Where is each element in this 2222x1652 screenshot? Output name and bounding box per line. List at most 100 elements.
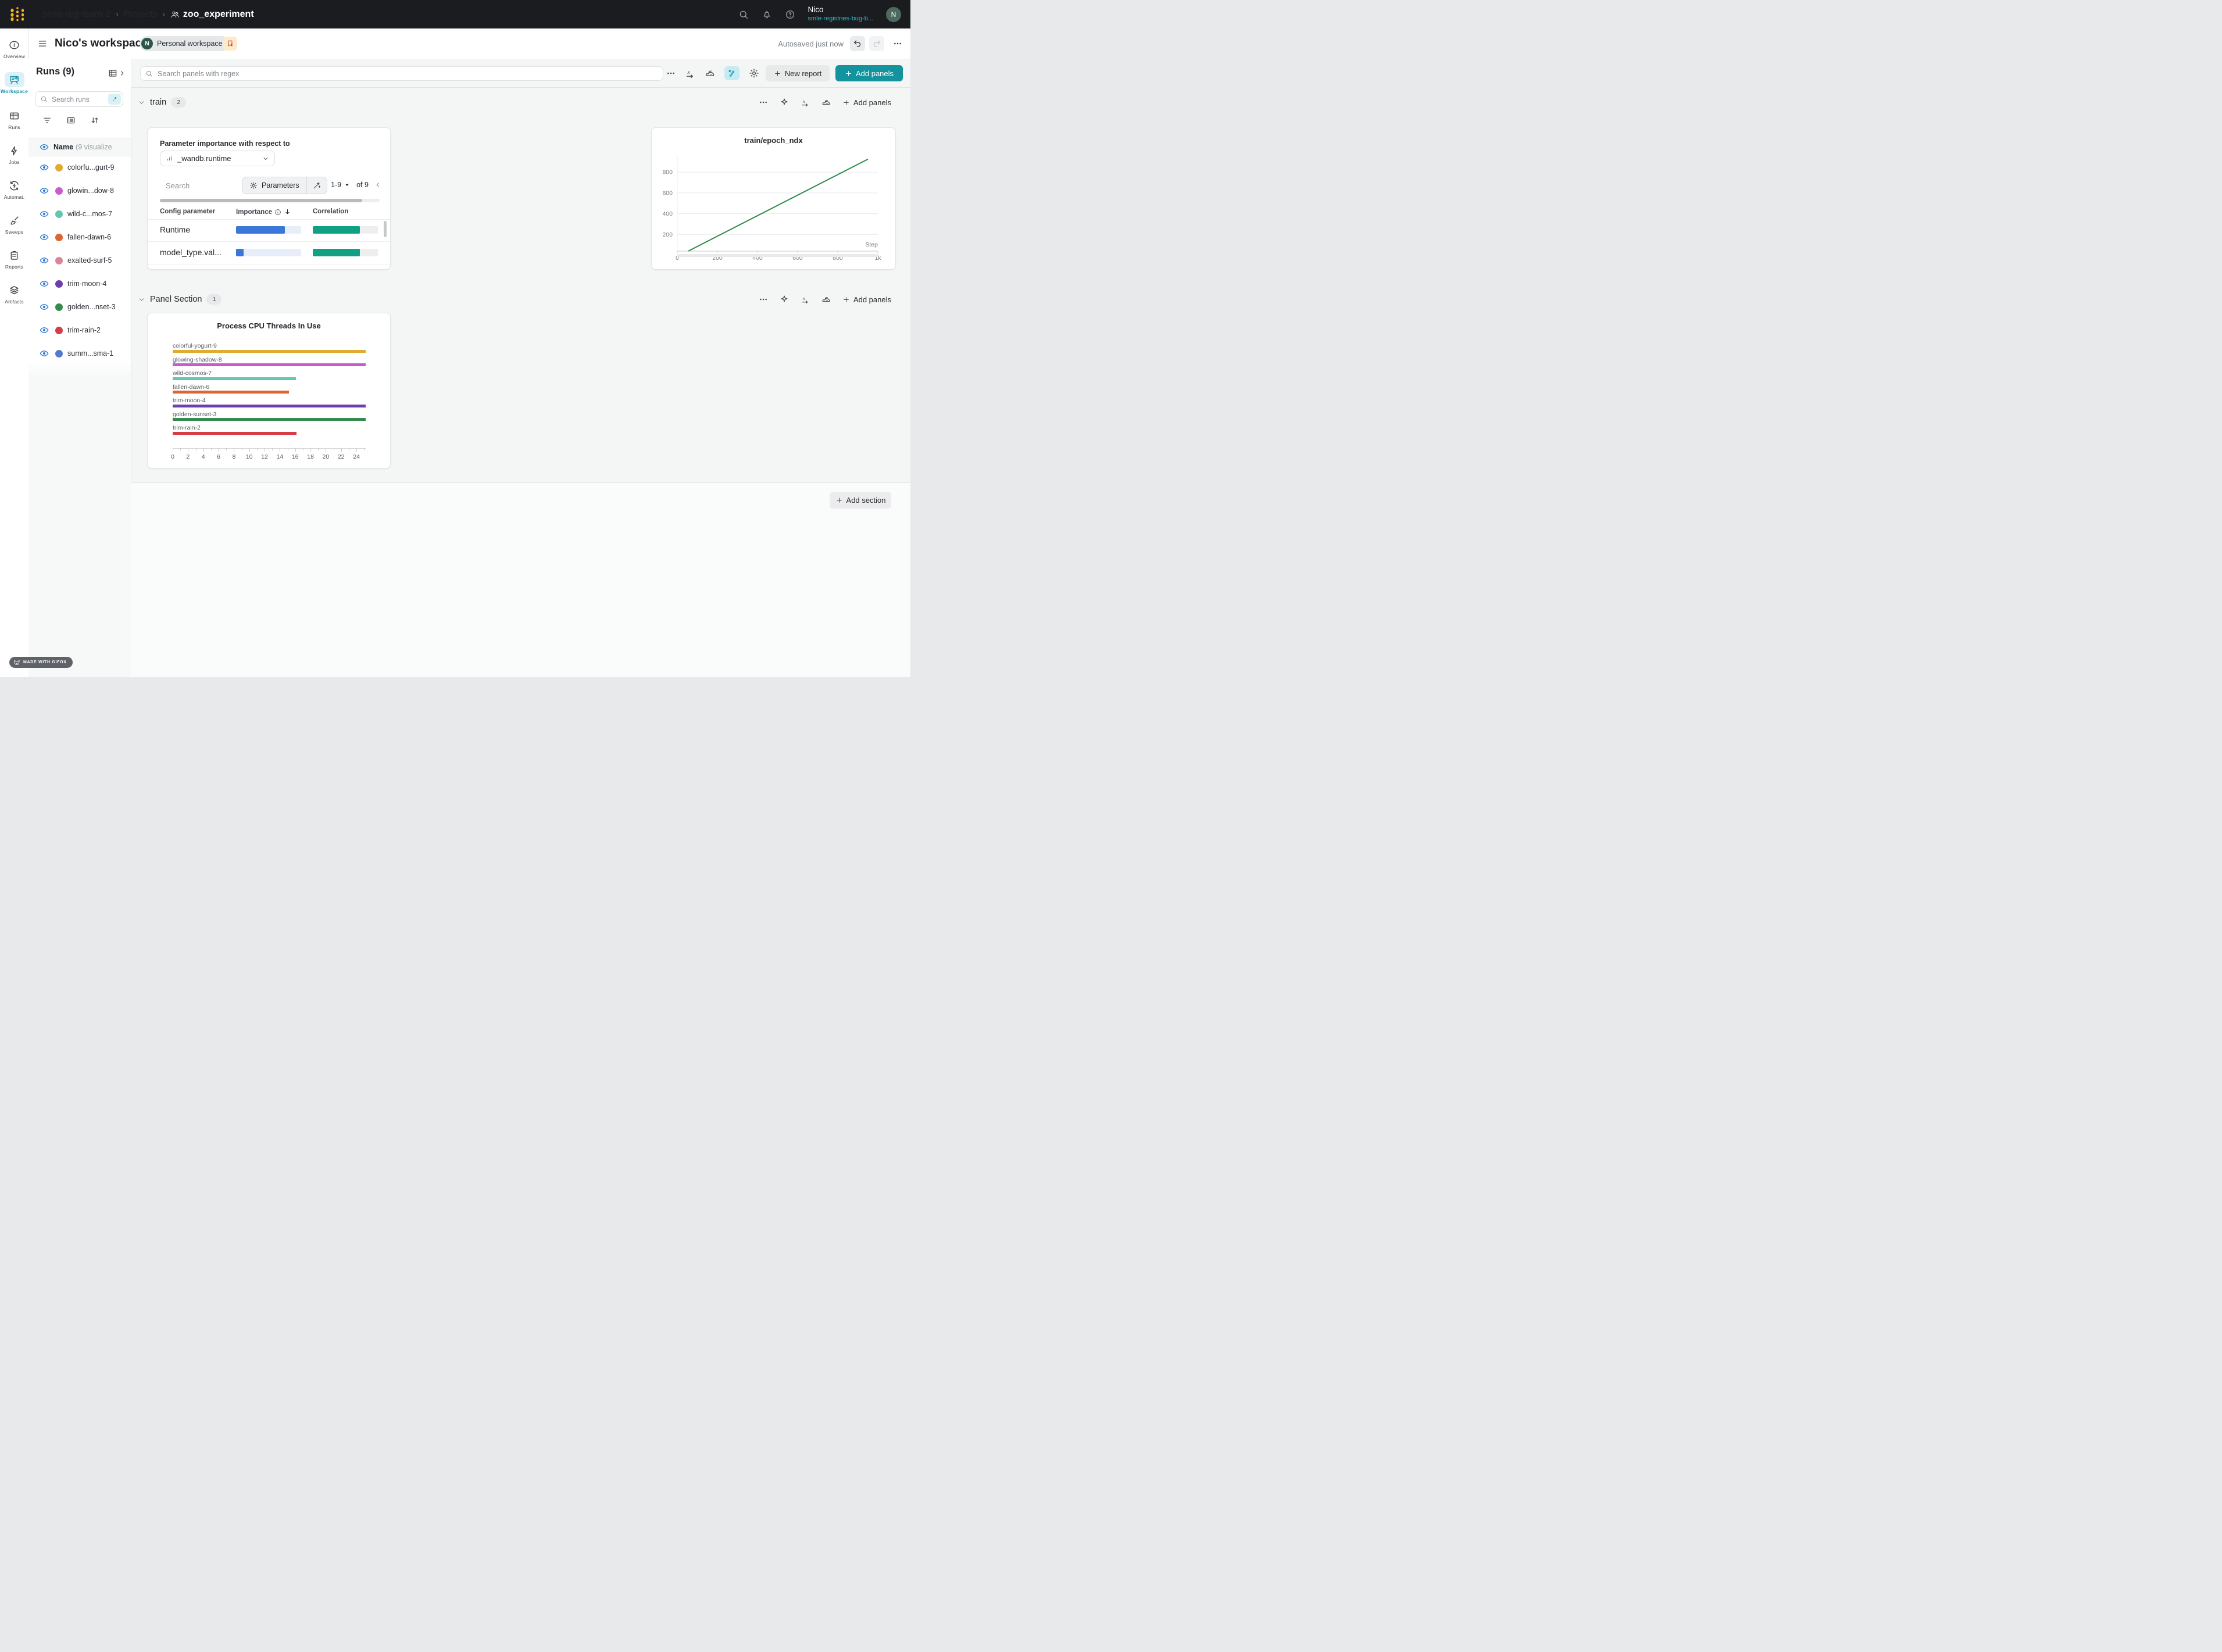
section-more-icon[interactable]	[759, 295, 768, 304]
param-table-row[interactable]: model_type.val...	[148, 242, 390, 264]
cpu-bar[interactable]	[173, 363, 366, 366]
run-row[interactable]: trim-rain-2	[28, 319, 131, 342]
sidebar-item-runs[interactable]: Runs	[0, 108, 28, 130]
new-report-button[interactable]: New report	[766, 65, 830, 81]
vertical-scrollbar-thumb[interactable]	[384, 221, 387, 237]
wandb-logo-icon[interactable]	[9, 5, 27, 23]
param-search-placeholder[interactable]: Search	[166, 181, 190, 190]
avatar[interactable]: N	[886, 6, 901, 22]
section-magic-icon[interactable]	[780, 295, 789, 304]
sidebar-item-jobs[interactable]: Jobs	[0, 143, 28, 165]
global-search-icon[interactable]	[738, 9, 749, 20]
run-visibility-icon[interactable]	[40, 302, 49, 312]
notifications-icon[interactable]	[762, 9, 772, 20]
run-visibility-icon[interactable]	[40, 233, 49, 242]
section-smoothing-icon[interactable]	[821, 98, 831, 107]
run-row[interactable]: fallen-dawn-6	[28, 226, 131, 249]
panel-search-input[interactable]	[156, 69, 658, 78]
sidebar-item-reports[interactable]: Reports	[0, 248, 28, 270]
collapse-section-icon[interactable]	[138, 99, 145, 106]
workspace-badge[interactable]: N Personal workspace	[140, 36, 230, 51]
workspace-more-options-icon[interactable]	[893, 39, 902, 48]
section-x-axis-icon[interactable]: x	[801, 295, 810, 304]
undo-button[interactable]	[850, 36, 865, 51]
sidebar-item-sweeps[interactable]: Sweeps	[0, 213, 28, 235]
run-row[interactable]: wild-c...mos-7	[28, 202, 131, 226]
breadcrumb-project[interactable]: zoo_experiment	[183, 9, 254, 19]
run-name[interactable]: fallen-dawn-6	[67, 233, 112, 241]
run-row[interactable]: exalted-surf-5	[28, 249, 131, 272]
epoch-chart-panel[interactable]: train/epoch_ndx 200 400 600 800 0 200 400 600 80…	[651, 127, 896, 270]
cpu-bar[interactable]	[173, 377, 296, 380]
workspace-settings-icon[interactable]	[749, 68, 759, 78]
sort-runs-icon[interactable]	[90, 116, 99, 125]
add-panels-button[interactable]: Add panels	[835, 65, 903, 81]
run-name[interactable]: wild-c...mos-7	[67, 210, 113, 218]
clear-saved-view-button[interactable]	[223, 37, 237, 51]
section-x-axis-icon[interactable]: x	[801, 98, 810, 107]
redo-button[interactable]	[869, 36, 884, 51]
cpu-bar[interactable]	[173, 349, 366, 353]
runs-list-header[interactable]: Name (9 visualize	[28, 138, 131, 156]
cpu-bar[interactable]	[173, 404, 366, 407]
cpu-bar[interactable]	[173, 391, 290, 394]
param-table-row[interactable]: Runtime	[148, 219, 390, 242]
section-add-panels-button[interactable]: Add panels	[842, 295, 891, 304]
run-row[interactable]: golden...nset-3	[28, 295, 131, 319]
col-importance[interactable]: Importance	[236, 208, 272, 216]
panel-bar-more-icon[interactable]	[666, 69, 676, 78]
regex-toggle-button[interactable]: .*	[108, 94, 121, 105]
run-name[interactable]: exalted-surf-5	[67, 256, 112, 264]
run-name[interactable]: trim-moon-4	[67, 280, 107, 288]
outliers-toggle-button[interactable]	[724, 66, 740, 80]
section-title[interactable]: train	[150, 98, 167, 107]
smoothing-settings-icon[interactable]	[705, 68, 715, 78]
run-name[interactable]: golden...nset-3	[67, 303, 116, 311]
menu-icon[interactable]	[37, 38, 48, 49]
section-smoothing-icon[interactable]	[821, 295, 831, 304]
parameter-importance-panel[interactable]: Parameter importance with respect to _wa…	[147, 127, 391, 270]
run-visibility-icon[interactable]	[40, 256, 49, 265]
collapse-columns-icon[interactable]	[374, 181, 382, 189]
filter-runs-icon[interactable]	[42, 116, 52, 125]
help-icon[interactable]	[785, 9, 795, 20]
parameters-segment[interactable]: Parameters	[242, 177, 306, 194]
run-name[interactable]: colorfu...gurt-9	[67, 163, 115, 171]
run-visibility-icon[interactable]	[40, 163, 49, 172]
info-icon[interactable]	[274, 209, 281, 216]
sidebar-item-workspace[interactable]: Workspace	[0, 72, 28, 94]
cpu-bar[interactable]	[173, 431, 297, 435]
toggle-all-visibility-icon[interactable]	[40, 142, 49, 152]
metric-dropdown[interactable]: _wandb.runtime	[160, 151, 275, 166]
run-visibility-icon[interactable]	[40, 209, 49, 219]
pagination[interactable]: 1-9 of 9	[331, 181, 369, 189]
sort-desc-icon[interactable]	[284, 208, 291, 216]
run-row[interactable]: glowin...dow-8	[28, 179, 131, 202]
runs-search-input[interactable]	[51, 94, 105, 104]
sidebar-item-automat[interactable]: Automat.	[0, 178, 28, 200]
breadcrumb-team[interactable]: smle-reg-team-2	[42, 9, 111, 19]
cpu-threads-panel[interactable]: Process CPU Threads In Use colorful-yogu…	[147, 313, 391, 469]
run-row[interactable]: colorfu...gurt-9	[28, 156, 131, 179]
x-axis-settings-icon[interactable]: x	[685, 68, 695, 78]
cpu-bar[interactable]	[173, 418, 366, 421]
section-more-icon[interactable]	[759, 98, 768, 107]
section-title[interactable]: Panel Section	[150, 295, 202, 304]
run-display-settings-icon[interactable]	[66, 116, 76, 125]
run-visibility-icon[interactable]	[40, 349, 49, 358]
run-name[interactable]: glowin...dow-8	[67, 187, 114, 195]
sidebar-item-overview[interactable]: Overview	[0, 37, 28, 59]
run-row[interactable]: summ...sma-1	[28, 342, 131, 365]
collapse-section-icon[interactable]	[138, 296, 145, 303]
sidebar-item-artifacts[interactable]: Artifacts	[0, 283, 28, 305]
horizontal-scrollbar[interactable]	[160, 199, 380, 202]
run-name[interactable]: summ...sma-1	[67, 349, 114, 357]
breadcrumb-projects[interactable]: Projects	[123, 9, 158, 19]
run-visibility-icon[interactable]	[40, 326, 49, 335]
section-add-panels-button[interactable]: Add panels	[842, 98, 891, 107]
user-block[interactable]: Nico smle-registries-bug-b...	[808, 5, 873, 23]
run-name[interactable]: trim-rain-2	[67, 326, 101, 334]
expand-runs-table-icon[interactable]	[118, 69, 126, 77]
run-visibility-icon[interactable]	[40, 279, 49, 288]
scrollbar-thumb[interactable]	[160, 199, 362, 202]
